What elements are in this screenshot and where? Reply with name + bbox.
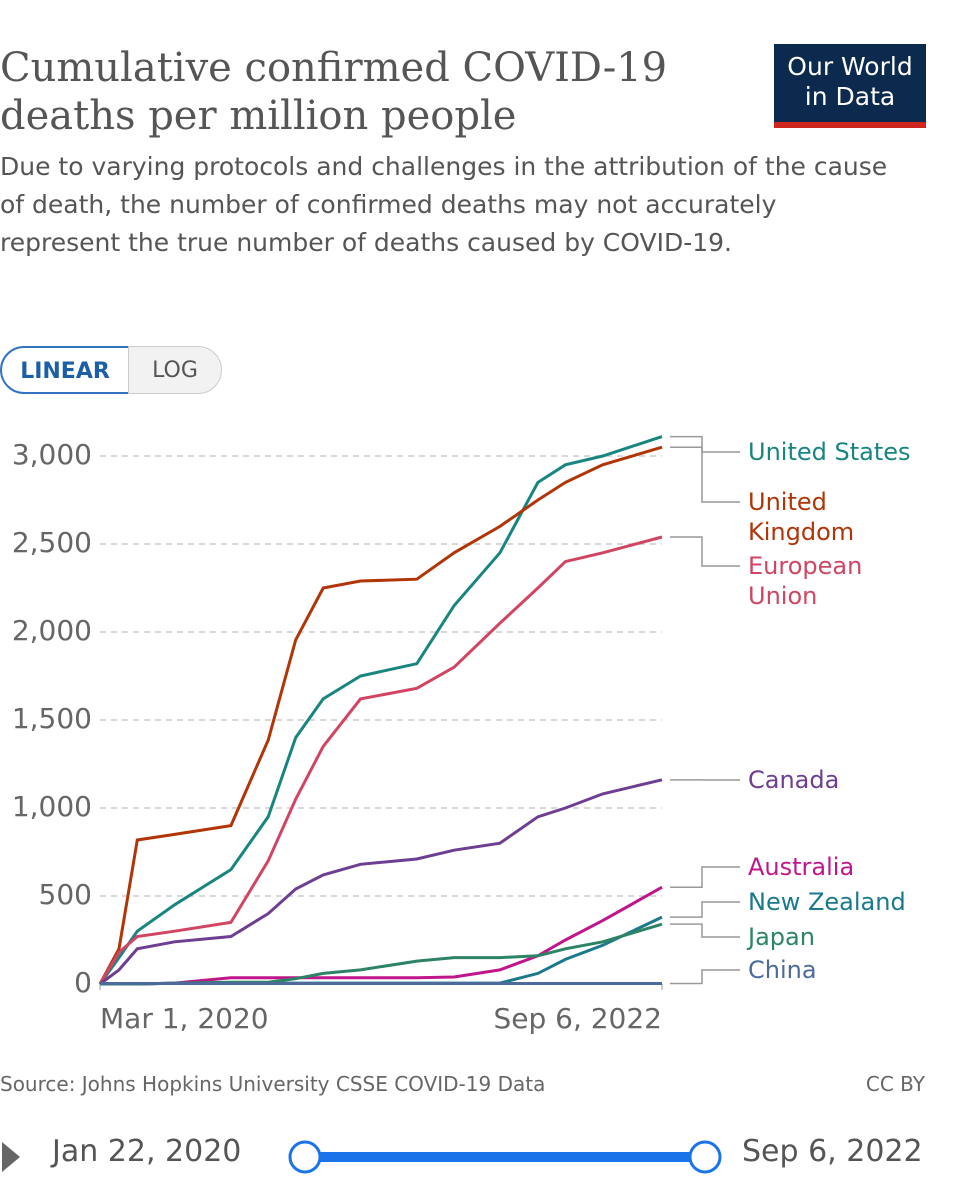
series-line	[98, 435, 663, 985]
y-tick-label: 1,000	[12, 790, 92, 823]
y-tick-label: 2,500	[12, 526, 92, 559]
series-line	[98, 445, 663, 985]
legend-connector	[670, 435, 740, 453]
y-tick-label: 2,000	[12, 614, 92, 647]
legend-entry[interactable]: New Zealand	[748, 888, 906, 916]
legend-entry[interactable]: Japan	[748, 923, 815, 951]
timeline-end: Sep 6, 2022	[742, 1134, 923, 1169]
timeline-handle[interactable]	[288, 1140, 322, 1174]
legend-entry[interactable]: United States	[748, 438, 911, 466]
logo[interactable]: Our World in Data	[774, 44, 926, 128]
legend-entry[interactable]: Canada	[748, 766, 840, 794]
legend-connector	[670, 923, 740, 938]
source: Source: Johns Hopkins University CSSE CO…	[0, 1072, 546, 1096]
series-line	[99, 778, 663, 986]
y-tick-label: 500	[39, 878, 92, 911]
legend-connector	[670, 969, 740, 985]
series-line	[100, 885, 663, 986]
chart-subtitle: Due to varying protocols and challenges …	[0, 152, 888, 257]
x-tick-label: Sep 6, 2022	[493, 1002, 662, 1035]
y-tick-label: 3,000	[12, 438, 92, 471]
legend-connector	[670, 866, 740, 888]
timeline-handle[interactable]	[688, 1140, 722, 1174]
linear-button[interactable]: LINEAR	[0, 346, 130, 394]
legend-entry[interactable]: China	[748, 956, 817, 984]
play-button[interactable]	[2, 1142, 20, 1172]
legend-connector	[670, 446, 740, 503]
legend-entry[interactable]: European Union	[748, 552, 863, 610]
y-tick-label: 0	[74, 966, 92, 999]
legend-entry[interactable]: Australia	[748, 853, 855, 881]
timeline-start: Jan 22, 2020	[52, 1134, 242, 1169]
series-line	[100, 915, 663, 986]
legend-entry[interactable]: United Kingdom	[748, 488, 855, 546]
log-button[interactable]: LOG	[128, 346, 222, 394]
license[interactable]: CC BY	[865, 1072, 925, 1096]
legend-connector	[670, 536, 740, 567]
series-line	[98, 535, 663, 985]
y-tick-label: 1,500	[12, 702, 92, 735]
x-tick-label: Mar 1, 2020	[100, 1002, 269, 1035]
legend-connector	[670, 901, 740, 918]
chart-title: Cumulative confirmed COVID-19 deaths per…	[0, 45, 668, 139]
